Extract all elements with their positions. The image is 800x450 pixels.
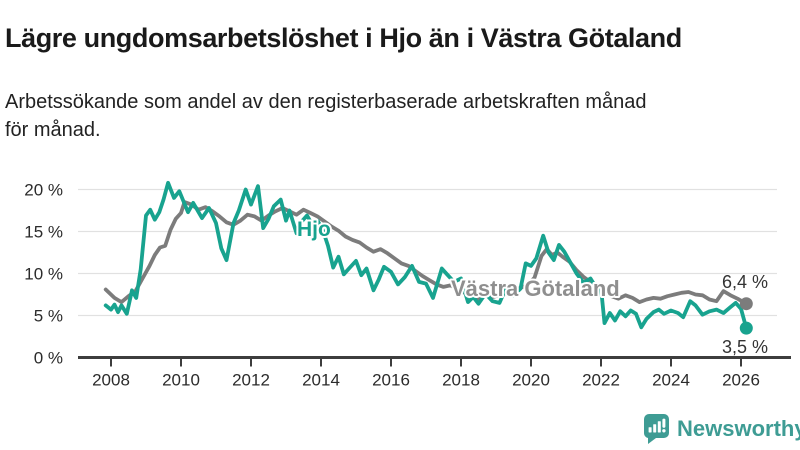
- series-label-hjo: Hjo: [297, 218, 331, 241]
- newsworthy-wordmark: Newsworthy: [677, 416, 800, 441]
- x-tick-label: 2026: [722, 371, 760, 390]
- x-tick-label: 2012: [232, 371, 270, 390]
- newsworthy-logo[interactable]: Newsworthy: [644, 412, 800, 446]
- x-tick-label: 2022: [582, 371, 620, 390]
- x-tick-label: 2008: [92, 371, 130, 390]
- x-tick-label: 2020: [512, 371, 550, 390]
- newsworthy-icon: [644, 414, 669, 444]
- y-tick-label: 20 %: [24, 181, 63, 200]
- end-value-label-vastra-gotaland: 6,4 %: [722, 272, 768, 292]
- x-tick-label: 2024: [652, 371, 690, 390]
- end-value-label-hjo: 3,5 %: [722, 337, 768, 357]
- subtitle-line: för månad.: [5, 119, 101, 141]
- x-tick-label: 2018: [442, 371, 480, 390]
- page-subtitle: Arbetssökande som andel av den registerb…: [5, 88, 765, 144]
- series-line-vastra-gotaland: [103, 200, 749, 306]
- y-tick-label: 0 %: [34, 349, 63, 368]
- series-end-dot-vastra-gotaland: [739, 297, 753, 311]
- x-axis: 2008 2010 2012 2014 2016 2018 2020 2022 2024 2026: [78, 356, 791, 390]
- series-label-vastra-gotaland: Västra Götaland: [451, 276, 620, 301]
- series-line-hjo: [103, 180, 749, 330]
- y-axis: 0 % 5 % 10 % 15 % 20 %: [24, 181, 63, 368]
- x-tick-label: 2014: [302, 371, 340, 390]
- y-tick-label: 10 %: [24, 265, 63, 284]
- y-tick-label: 15 %: [24, 223, 63, 242]
- series-end-dot-hjo: [739, 321, 753, 335]
- page-title: Lägre ungdomsarbetslöshet i Hjo än i Väs…: [5, 23, 682, 54]
- x-tick-label: 2010: [162, 371, 200, 390]
- x-tick-label: 2016: [372, 371, 410, 390]
- y-tick-label: 5 %: [34, 307, 63, 326]
- subtitle-line: Arbetssökande som andel av den registerb…: [5, 91, 647, 113]
- gridlines: [78, 188, 777, 317]
